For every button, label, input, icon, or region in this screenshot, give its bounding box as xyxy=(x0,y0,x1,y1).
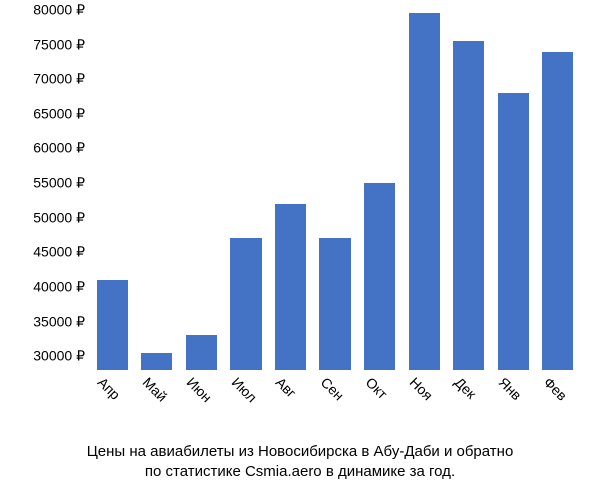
y-tick-label: 35000 ₽ xyxy=(33,313,85,330)
bar-slot xyxy=(357,10,402,370)
x-tick-label: Фев xyxy=(540,374,570,404)
y-tick-label: 80000 ₽ xyxy=(33,2,85,19)
x-tick-slot: Май xyxy=(135,374,180,434)
caption-line-2: по статистике Csmia.aero в динамике за г… xyxy=(0,462,600,482)
bar xyxy=(409,13,440,370)
y-tick-label: 40000 ₽ xyxy=(33,278,85,295)
x-tick-label: Сен xyxy=(318,374,347,403)
y-tick-label: 30000 ₽ xyxy=(33,348,85,365)
x-tick-label: Ноя xyxy=(407,374,436,403)
x-tick-slot: Апр xyxy=(90,374,135,434)
x-tick-slot: Авг xyxy=(268,374,313,434)
y-tick-label: 75000 ₽ xyxy=(33,36,85,53)
x-tick-label: Авг xyxy=(273,374,300,401)
x-tick-slot: Июл xyxy=(224,374,269,434)
x-tick-label: Июл xyxy=(229,374,260,405)
bar-slot xyxy=(446,10,491,370)
x-tick-label: Янв xyxy=(496,374,525,403)
y-tick-label: 50000 ₽ xyxy=(33,209,85,226)
x-tick-label: Апр xyxy=(95,374,124,403)
bar-slot xyxy=(268,10,313,370)
bar-slot xyxy=(491,10,536,370)
y-axis-ticks: 30000 ₽ 35000 ₽ 40000 ₽ 45000 ₽ 50000 ₽ 55000… xyxy=(0,10,85,370)
x-tick-slot: Янв xyxy=(491,374,536,434)
plot-area xyxy=(90,10,580,370)
bar-slot xyxy=(402,10,447,370)
y-tick-label: 60000 ₽ xyxy=(33,140,85,157)
bar xyxy=(319,238,350,370)
bar xyxy=(275,204,306,370)
x-tick-slot: Ноя xyxy=(402,374,447,434)
bar xyxy=(97,280,128,370)
x-tick-slot: Дек xyxy=(446,374,491,434)
bar-slot xyxy=(135,10,180,370)
bars-container xyxy=(90,10,580,370)
bar-slot xyxy=(535,10,580,370)
x-tick-slot: Июн xyxy=(179,374,224,434)
price-chart: 30000 ₽ 35000 ₽ 40000 ₽ 45000 ₽ 50000 ₽ 55000… xyxy=(0,0,600,500)
bar xyxy=(453,41,484,370)
caption-line-1: Цены на авиабилеты из Новосибирска в Абу… xyxy=(0,442,600,462)
bar-slot xyxy=(179,10,224,370)
bar xyxy=(186,335,217,370)
x-tick-label: Окт xyxy=(362,374,390,402)
y-tick-label: 45000 ₽ xyxy=(33,244,85,261)
x-axis-ticks: Апр Май Июн Июл Авг Сен Окт Ноя Дек Янв Фев xyxy=(90,374,580,434)
x-tick-slot: Окт xyxy=(357,374,402,434)
bar xyxy=(498,93,529,370)
x-tick-label: Дек xyxy=(451,374,479,402)
x-tick-label: Май xyxy=(139,374,170,405)
bar xyxy=(230,238,261,370)
bar-slot xyxy=(224,10,269,370)
bar xyxy=(542,52,573,370)
x-tick-label: Июн xyxy=(184,374,215,405)
y-tick-label: 65000 ₽ xyxy=(33,105,85,122)
y-tick-label: 70000 ₽ xyxy=(33,71,85,88)
bar xyxy=(364,183,395,370)
bar-slot xyxy=(313,10,358,370)
y-tick-label: 55000 ₽ xyxy=(33,175,85,192)
x-tick-slot: Фев xyxy=(535,374,580,434)
x-tick-slot: Сен xyxy=(313,374,358,434)
bar xyxy=(141,353,172,370)
bar-slot xyxy=(90,10,135,370)
